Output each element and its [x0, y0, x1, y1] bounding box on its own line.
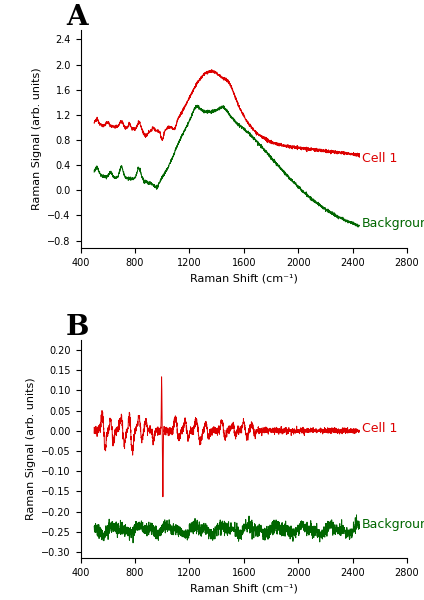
Text: Cell 1: Cell 1 — [362, 152, 398, 166]
Text: B: B — [66, 314, 89, 341]
X-axis label: Raman Shift (cm⁻¹): Raman Shift (cm⁻¹) — [190, 583, 298, 593]
Text: Background: Background — [362, 518, 424, 532]
Y-axis label: Raman Signal (arb. units): Raman Signal (arb. units) — [25, 377, 36, 520]
Text: A: A — [67, 4, 88, 31]
Y-axis label: Raman Signal (arb. units): Raman Signal (arb. units) — [32, 68, 42, 211]
X-axis label: Raman Shift (cm⁻¹): Raman Shift (cm⁻¹) — [190, 274, 298, 283]
Text: Cell 1: Cell 1 — [362, 422, 398, 435]
Text: Background: Background — [362, 217, 424, 230]
